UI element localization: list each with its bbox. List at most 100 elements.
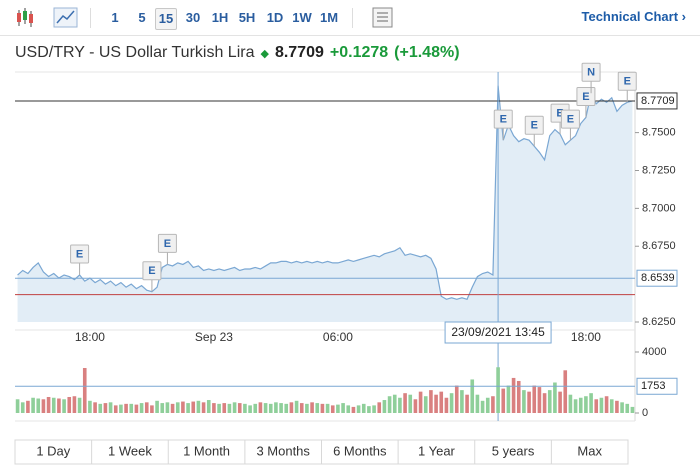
volume-bar [392,394,397,413]
volume-bar [408,394,413,413]
y-tick-label: 8.6750 [642,240,676,252]
range-button[interactable]: Max [577,443,602,458]
volume-bar [41,399,46,413]
volume-bar [387,396,392,413]
volume-bar [67,396,72,413]
crosshair-time-box [444,321,552,344]
volume-bar [356,405,361,413]
volume-bar [186,403,190,413]
volume-bar [82,368,87,413]
interval-button[interactable]: 1H [211,10,229,25]
event-marker[interactable] [524,115,544,135]
interval-button[interactable]: 5 [138,10,146,25]
volume-bar [372,405,376,413]
event-marker[interactable] [493,109,513,129]
volume-bar [46,396,51,413]
interval-button[interactable]: 1 [111,10,119,25]
volume-bar [320,403,325,413]
interval-button[interactable]: 15 [155,8,177,30]
event-marker[interactable] [581,62,601,82]
volume-bar [325,403,330,413]
crosshair-time-label: 23/09/2021 13:45 [451,325,545,339]
volume-bar [336,404,340,413]
volume-bar [88,400,92,413]
volume-bar [346,405,351,413]
last-price-box [636,92,678,110]
volume-bar [480,400,485,413]
volume-bar [175,402,180,413]
quote-header: USD/TRY - US Dollar Turkish Lira ◆ 8.770… [15,44,460,62]
volume-bar [496,367,500,413]
range-button[interactable]: 1 Month [183,443,230,458]
event-label: E [582,91,589,103]
event-marker[interactable] [157,233,177,253]
volume-bar [361,403,366,413]
up-icon: ◆ [260,48,269,60]
volume-bar [341,403,345,413]
volume-bar [243,403,247,413]
volume-bar [491,396,495,413]
range-button[interactable]: 3 Months [256,443,310,458]
event-marker[interactable] [142,261,162,281]
technical-chart-link[interactable]: Technical Chart › [581,9,686,24]
volume-bar [367,406,371,413]
range-button[interactable]: 1 Year [418,443,456,458]
crosshair-price-box [636,269,678,287]
volume-bar [144,402,149,413]
volume-bar [98,403,103,413]
interval-button[interactable]: 30 [185,10,201,25]
event-marker[interactable] [70,244,90,264]
event-label: E [164,238,171,250]
y2-tick-label: 4000 [642,346,666,358]
volume-bar [103,403,108,413]
event-marker[interactable] [617,71,637,91]
volume-bar [15,399,20,413]
link-text[interactable]: Technical Chart [581,9,679,24]
interval-button[interactable]: 1D [266,10,284,25]
event-marker[interactable] [576,86,596,106]
volume-bar [573,399,578,413]
last-price-label: 8.7709 [641,95,675,107]
event-marker[interactable] [560,109,580,129]
volume-bar [449,393,454,413]
volume-bar [423,396,428,413]
y-tick-label: 8.6250 [642,316,676,328]
event-label: E [624,76,631,88]
volume-bar [532,385,537,413]
volume-bar [465,394,469,413]
volume-bar [93,402,97,413]
volume-bar [20,402,25,413]
volume-bar [630,406,635,413]
volume-bar [31,397,35,413]
volume-bar [615,400,619,413]
volume-bar [501,388,506,413]
volume-bar [584,396,588,413]
volume-bar [237,403,242,413]
event-label: N [587,67,595,79]
volume-bar [305,403,309,413]
volume-bar [589,393,593,413]
y-tick-label: 8.7250 [642,164,676,176]
crosshair-volume-box [636,377,678,395]
volume-bar [506,385,511,413]
settings-icon[interactable] [368,0,398,35]
price-area [17,85,633,322]
candle-icon[interactable] [12,0,52,35]
line-icon[interactable] [52,0,82,35]
interval-button[interactable]: 5H [238,10,256,25]
range-button[interactable]: 6 Months [333,443,387,458]
interval-button[interactable]: 1W [292,10,312,25]
range-button[interactable]: 1 Day [36,443,70,458]
volume-bar [227,403,232,413]
interval-button[interactable]: 1M [319,10,339,25]
range-button[interactable]: 1 Week [108,443,152,458]
volume-bar [139,403,144,413]
volume-bar [310,402,314,413]
volume-bar [620,402,624,413]
volume-bar [72,396,77,413]
volume-bar [160,403,165,413]
volume-bar [444,397,449,413]
volume-bar [511,377,516,413]
range-button[interactable]: 5 years [492,443,535,458]
volume-bar [289,402,294,413]
